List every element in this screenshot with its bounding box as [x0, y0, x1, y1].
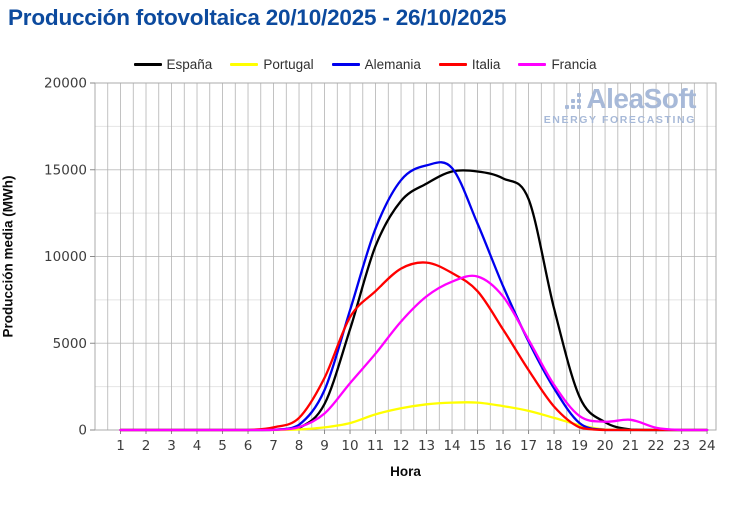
- x-tick-label: 16: [494, 438, 511, 454]
- legend-item-alemania: Alemania: [331, 57, 421, 72]
- x-tick-label: 10: [341, 438, 358, 454]
- legend-swatch-españa: [133, 63, 162, 66]
- x-tick-label: 9: [320, 438, 329, 454]
- x-tick-label: 24: [698, 438, 715, 454]
- y-tick-label: 10000: [44, 249, 87, 265]
- logo-tagline-text: ENERGY FORECASTING: [543, 114, 696, 126]
- y-axis-title: Producción media (MWh): [0, 175, 16, 338]
- legend-label: Portugal: [263, 57, 314, 72]
- chart-legend: España Portugal Alemania Italia Francia: [0, 57, 730, 72]
- x-tick-label: 7: [269, 438, 278, 454]
- x-tick-label: 2: [142, 438, 151, 454]
- logo-brand-text: AleaSoft: [586, 83, 696, 114]
- legend-item-españa: España: [133, 57, 213, 72]
- y-tick-label: 20000: [44, 76, 87, 92]
- x-tick-label: 14: [443, 438, 460, 454]
- legend-label: Italia: [471, 57, 501, 72]
- legend-label: Francia: [551, 57, 597, 72]
- legend-label: España: [166, 57, 213, 72]
- legend-swatch-alemania: [331, 63, 360, 66]
- x-tick-label: 15: [469, 438, 486, 454]
- x-tick-label: 21: [622, 438, 639, 454]
- legend-item-portugal: Portugal: [230, 57, 314, 72]
- x-tick-label: 13: [418, 438, 435, 454]
- watermark-logo: AleaSoft ENERGY FORECASTING: [543, 83, 697, 127]
- x-tick-label: 20: [596, 438, 613, 454]
- x-tick-label: 18: [545, 438, 562, 454]
- chart-title: Producción fotovoltaica 20/10/2025 - 26/…: [8, 5, 507, 30]
- x-tick-label: 8: [295, 438, 304, 454]
- x-tick-label: 23: [673, 438, 690, 454]
- x-tick-label: 22: [647, 438, 664, 454]
- legend-swatch-italia: [438, 63, 467, 66]
- x-tick-label: 12: [392, 438, 409, 454]
- y-tick-label: 0: [78, 423, 87, 439]
- x-tick-label: 1: [116, 438, 125, 454]
- x-tick-label: 4: [193, 438, 202, 454]
- legend-swatch-portugal: [230, 63, 259, 66]
- x-tick-label: 5: [218, 438, 227, 454]
- legend-item-italia: Italia: [438, 57, 501, 72]
- legend-item-francia: Francia: [518, 57, 596, 72]
- legend-swatch-francia: [518, 63, 547, 66]
- x-axis-title: Hora: [390, 464, 421, 479]
- x-tick-label: 3: [167, 438, 176, 454]
- series-line-francia: [119, 274, 709, 432]
- x-tick-label: 17: [520, 438, 537, 454]
- legend-label: Alemania: [364, 57, 421, 72]
- y-tick-label: 15000: [44, 162, 87, 178]
- x-tick-label: 6: [244, 438, 253, 454]
- y-tick-label: 5000: [53, 336, 87, 352]
- x-tick-label: 11: [367, 438, 384, 454]
- logo-dots-icon: [565, 93, 582, 109]
- x-tick-label: 19: [571, 438, 588, 454]
